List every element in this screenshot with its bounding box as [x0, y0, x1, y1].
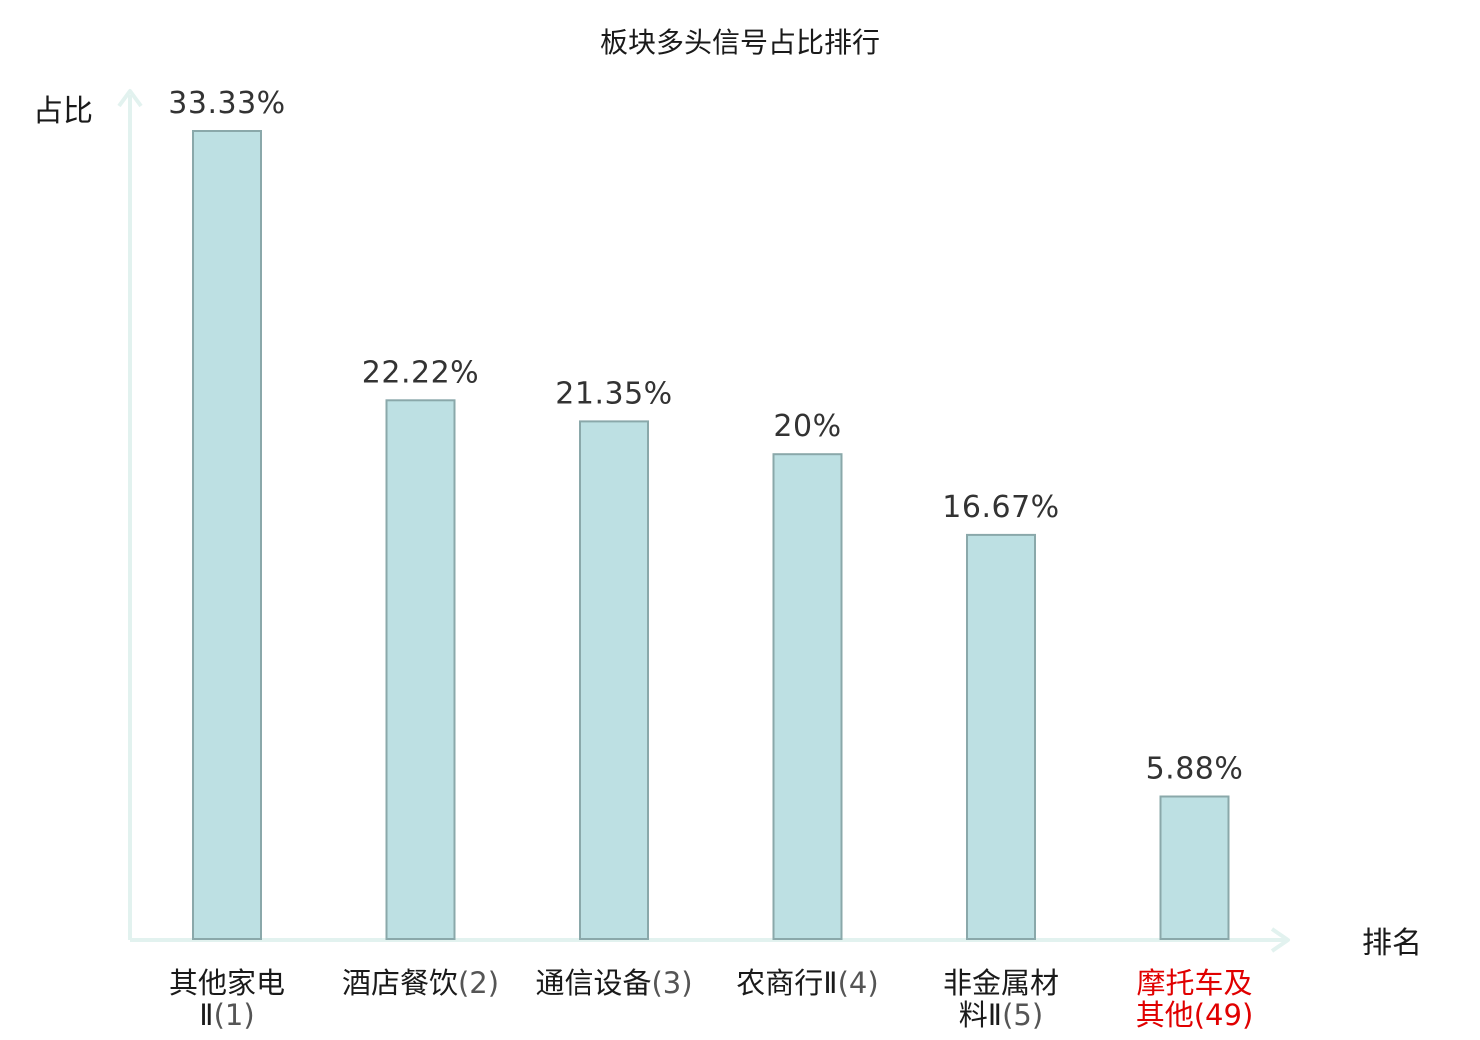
category-label-1: 其他家电 Ⅱ(1): [169, 966, 285, 1032]
rank-open-paren: (: [651, 966, 662, 1000]
category-name-line: 通信设备: [535, 966, 651, 1000]
rank-number: 5: [1013, 998, 1031, 1032]
value-labels-layer: 33.33% 22.22% 21.35% 20% 16.67% 5.88%: [168, 86, 1243, 787]
rank-close-paren: ): [488, 966, 499, 1000]
bar-5: [966, 533, 1036, 941]
bar-1: [192, 130, 262, 940]
y-axis-title: 占比: [33, 94, 93, 129]
rank-number: 1: [225, 998, 243, 1032]
bar-2: [385, 399, 456, 940]
value-label-6: 5.88%: [1146, 752, 1244, 787]
category-name-line: 酒店餐饮: [342, 966, 458, 1000]
rank-close-paren: ): [867, 966, 878, 1000]
rank-open-paren: (: [838, 966, 849, 1000]
value-label-4: 20%: [773, 409, 841, 444]
rank-open-paren: (: [458, 966, 469, 1000]
value-label-2: 22.22%: [362, 355, 479, 390]
value-label-5: 16.67%: [942, 490, 1059, 525]
x-axis-title: 排名: [1362, 926, 1422, 961]
category-name-line: 料Ⅱ: [959, 998, 1002, 1032]
x-axis-arrow: [1270, 927, 1290, 953]
category-labels-layer: 其他家电 Ⅱ(1)酒店餐饮(2) 通信设备(3) 农商行Ⅱ(4) 非金属材料Ⅱ(5)摩托…: [169, 966, 1253, 1032]
rank-number: 49: [1205, 998, 1242, 1032]
category-label-5: 非金属材料Ⅱ(5): [943, 966, 1059, 1032]
category-label-2: 酒店餐饮(2): [342, 966, 499, 1000]
category-name-line: 非金属材: [943, 966, 1059, 1000]
category-name-line: Ⅱ: [199, 998, 213, 1032]
rank-close-paren: ): [1032, 998, 1043, 1032]
rank-close-paren: ): [681, 966, 692, 1000]
rank-number: 2: [469, 966, 487, 1000]
rank-open-paren: (: [214, 998, 225, 1032]
category-name-line: 摩托车及: [1136, 966, 1252, 1000]
category-name-line: 农商行Ⅱ: [736, 966, 837, 1000]
chart-title: 板块多头信号占比排行: [600, 26, 880, 59]
rank-number: 3: [663, 966, 681, 1000]
bars-layer: [192, 130, 1230, 941]
bar-4: [772, 453, 843, 940]
bar-3: [579, 420, 649, 940]
value-label-1: 33.33%: [168, 86, 285, 121]
category-name-line: 其他: [1136, 998, 1194, 1032]
bar-6: [1159, 795, 1230, 940]
y-axis-arrow: [117, 89, 143, 108]
rank-open-paren: (: [1002, 998, 1013, 1032]
rank-close-paren: ): [1242, 998, 1253, 1032]
rank-open-paren: (: [1194, 998, 1205, 1032]
value-label-3: 21.35%: [555, 376, 672, 411]
category-label-6: 摩托车及其他(49): [1136, 966, 1254, 1032]
category-name-line: 其他家电: [169, 966, 285, 1000]
category-label-3: 通信设备(3): [535, 966, 692, 1000]
rank-number: 4: [849, 966, 867, 1000]
rank-close-paren: ): [243, 998, 254, 1032]
category-label-4: 农商行Ⅱ(4): [736, 966, 878, 1000]
